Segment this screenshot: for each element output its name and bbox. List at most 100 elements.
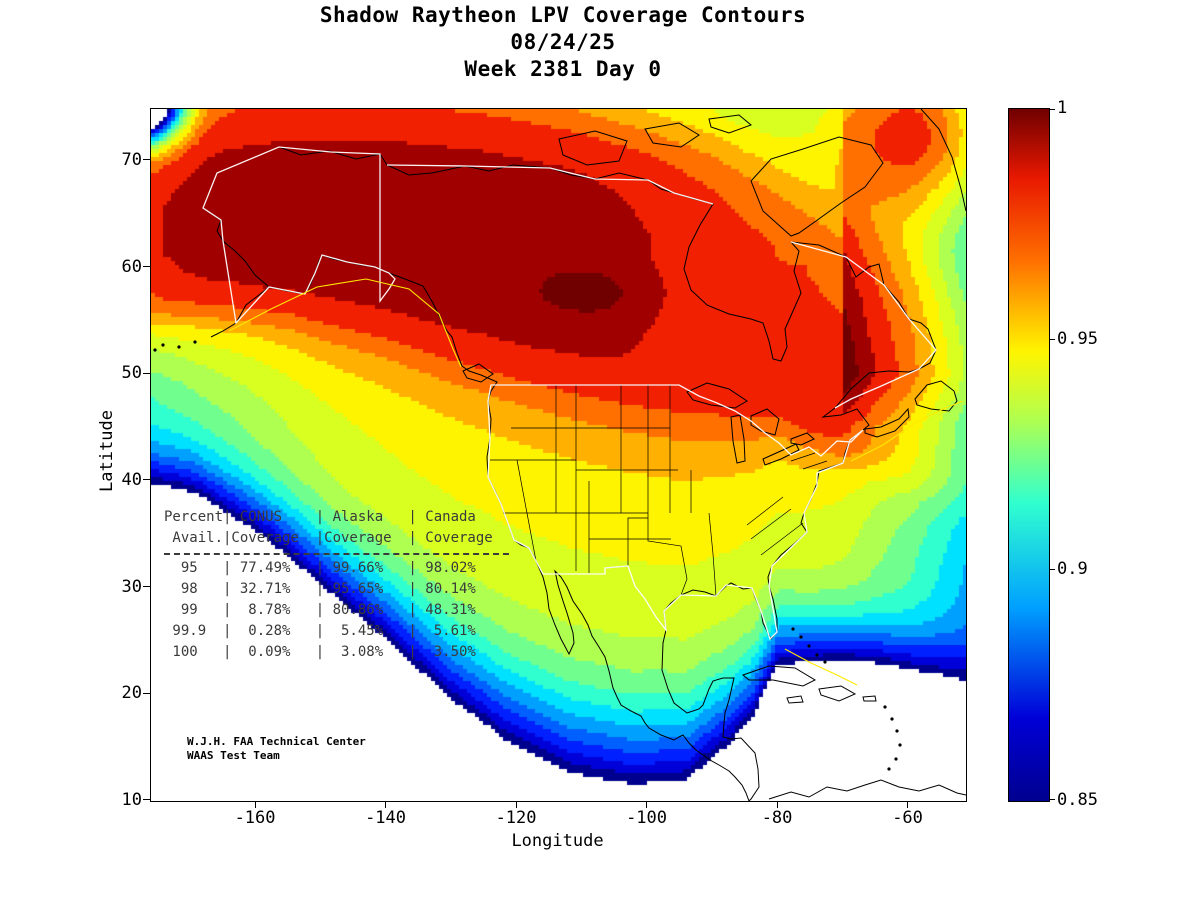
state-border — [516, 459, 537, 562]
colorbar-tick-label: 0.85 — [1057, 790, 1098, 810]
island-or-lake-outline — [762, 443, 800, 466]
y-tick-mark — [143, 372, 150, 374]
coastline — [683, 224, 802, 362]
x-tick-mark — [776, 801, 778, 808]
aleutian-island-dot — [193, 340, 197, 344]
antilles-island-dot — [894, 757, 898, 761]
coastline-overlay — [153, 109, 966, 801]
coastline — [663, 439, 851, 640]
alaska-border — [202, 146, 396, 325]
state-border — [604, 517, 688, 596]
title-block: Shadow Raytheon LPV Coverage Contours 08… — [0, 2, 1126, 83]
colorbar-tick-mark — [1049, 338, 1055, 340]
colorbar — [1008, 108, 1050, 802]
canada-east-border — [790, 241, 937, 409]
y-tick-mark — [143, 159, 150, 161]
y-tick-mark — [143, 586, 150, 588]
bahamas-island-dot — [815, 653, 819, 657]
island-or-lake-outline — [644, 122, 700, 148]
bahamas-island-dot — [791, 627, 795, 631]
coverage-table: Percent| CONUS | Alaska | Canada Avail.|… — [164, 507, 509, 663]
coastline — [278, 146, 714, 226]
coverage-table-row: 99 | 8.78% | 80.86% | 48.31% — [164, 602, 476, 618]
antilles-island-dot — [883, 705, 887, 709]
aleutian-island-dot — [161, 343, 165, 347]
credit-line-1: W.J.H. FAA Technical Center — [187, 735, 366, 748]
x-axis-label: Longitude — [511, 831, 604, 851]
coverage-table-row: 100 | 0.09% | 3.08% | 3.50% — [164, 644, 476, 660]
colorbar-tick-label: 1 — [1057, 98, 1068, 118]
canada-arctic-border — [386, 164, 714, 205]
yellow-fir-boundary — [784, 648, 858, 686]
island-or-lake-outline — [786, 695, 804, 704]
state-border — [802, 460, 828, 470]
chart-week-day: Week 2381 Day 0 — [464, 57, 662, 81]
aleutian-island-dot — [153, 348, 157, 352]
y-tick-mark — [143, 692, 150, 694]
y-tick-mark — [143, 799, 150, 801]
colorbar-tick-mark — [1049, 799, 1055, 800]
colorbar-tick-mark — [1049, 109, 1055, 110]
y-tick-label: 10 — [121, 789, 142, 810]
coverage-table-header-line: Percent| CONUS | Alaska | Canada — [164, 509, 476, 525]
coverage-contour-canvas — [151, 109, 966, 801]
x-tick-label: -160 — [234, 808, 276, 828]
coastline — [790, 241, 937, 441]
island-or-lake-outline — [730, 414, 746, 464]
y-tick-mark — [143, 266, 150, 268]
state-border — [750, 508, 792, 540]
y-tick-mark — [143, 479, 150, 481]
island-or-lake-outline — [862, 695, 877, 702]
island-or-lake-outline — [914, 380, 958, 412]
island-or-lake-outline — [818, 685, 857, 702]
x-tick-label: -140 — [365, 808, 407, 828]
y-tick-label: 60 — [121, 256, 142, 277]
coastline — [661, 629, 760, 801]
y-tick-label: 20 — [121, 683, 142, 704]
y-tick-label: 30 — [121, 576, 142, 597]
y-tick-label: 70 — [121, 149, 142, 170]
coastline — [202, 207, 270, 338]
yellow-fir-boundary — [850, 400, 964, 462]
bahamas-island-dot — [823, 660, 827, 664]
x-tick-label: -120 — [495, 808, 537, 828]
colorbar-tick-label: 0.9 — [1057, 559, 1088, 580]
island-or-lake-outline — [558, 130, 628, 166]
antilles-island-dot — [898, 743, 902, 747]
state-border — [760, 522, 804, 556]
x-tick-mark — [907, 801, 909, 808]
x-tick-label: -80 — [761, 808, 793, 828]
x-tick-mark — [515, 801, 517, 808]
state-border — [790, 452, 816, 462]
coverage-table-row: 95 | 77.49% | 99.66% | 98.02% — [164, 560, 476, 576]
antilles-island-dot — [887, 767, 891, 771]
coastline — [920, 109, 966, 212]
coverage-table-row: 99.9 | 0.28% | 5.45% | 5.61% — [164, 623, 476, 639]
island-or-lake-outline — [686, 382, 748, 409]
credit-line-2: WAAS Test Team — [187, 749, 280, 762]
island-or-lake-outline — [864, 407, 910, 438]
map-plot-area: Percent| CONUS | Alaska | Canada Avail.|… — [150, 108, 967, 802]
y-tick-label: 50 — [121, 363, 142, 384]
aleutian-island-dot — [177, 345, 181, 349]
bahamas-island-dot — [807, 644, 811, 648]
x-tick-label: -60 — [892, 808, 923, 828]
y-tick-label: 40 — [121, 469, 142, 490]
chart-title: Shadow Raytheon LPV Coverage Contours — [319, 3, 807, 27]
island-or-lake-outline — [790, 432, 815, 446]
island-or-lake-outline — [462, 363, 494, 383]
antilles-island-dot — [895, 729, 899, 733]
island-or-lake-outline — [750, 408, 780, 436]
island-or-lake-outline — [708, 114, 752, 134]
coverage-table-row: 98 | 32.71% | 95.65% | 80.14% — [164, 581, 476, 597]
yellow-fir-boundary — [228, 278, 462, 368]
coverage-table-header-line: Avail.|Coverage |Coverage | Coverage — [164, 530, 493, 546]
coastline — [268, 254, 750, 801]
island-or-lake-outline — [750, 136, 884, 237]
state-border — [746, 496, 784, 526]
x-tick-mark — [254, 801, 256, 808]
state-border — [708, 512, 717, 597]
conus-border — [487, 384, 864, 641]
coverage-table-divider — [164, 553, 509, 555]
